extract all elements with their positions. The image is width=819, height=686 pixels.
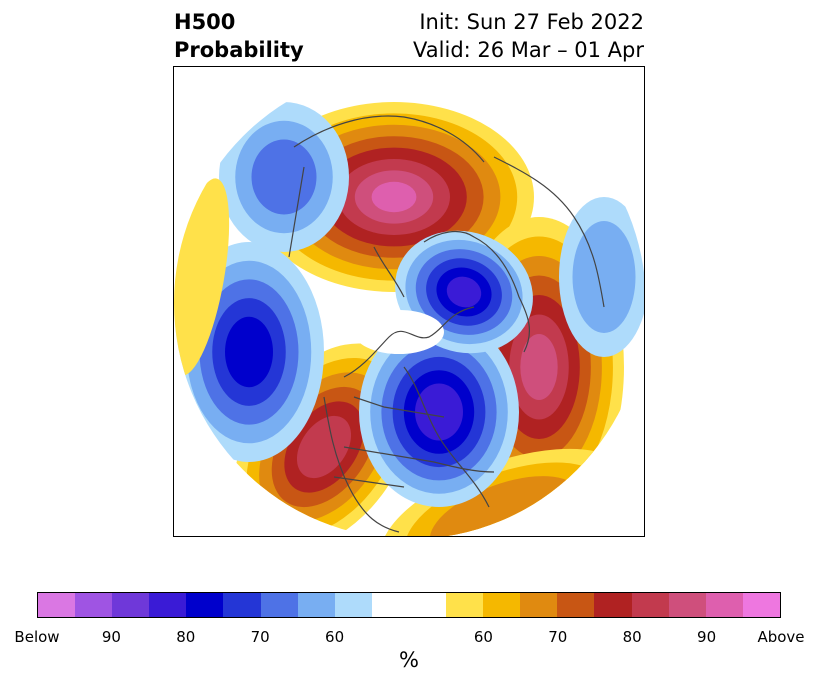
colorbar-segment [631,593,669,617]
warm-atlantic [520,334,558,400]
probability-fields [174,102,644,536]
colorbar-segment [371,593,409,617]
colorbar-segment [705,593,743,617]
map-title: H500 Probability [174,8,304,64]
probability-map [173,66,645,537]
colorbar-segment [668,593,706,617]
coastline [373,246,405,298]
colorbar-tick-label: Below [14,628,60,646]
colorbar-segment [446,593,484,617]
title-product: Probability [174,38,304,62]
colorbar-segment [112,593,150,617]
cold-greenland [446,276,482,308]
colorbar-tick-label: 60 [473,628,493,646]
colorbar-tick-label: 70 [250,628,270,646]
colorbar-segment [408,593,447,617]
coastline [343,306,475,378]
colorbar-tick-label: 80 [176,628,196,646]
cold-europe [572,221,636,333]
colorbar-segment [260,593,298,617]
colorbar-segment [149,593,187,617]
title-variable: H500 [174,10,236,34]
coastline [333,476,405,488]
warm-arctic [371,181,417,213]
country-borders [288,115,605,533]
cold-pacific [225,316,273,388]
colorbar-segment [594,593,632,617]
colorbar [37,592,781,618]
colorbar-tick-label: 60 [325,628,345,646]
colorbar-segment [520,593,558,617]
colorbar-segment [557,593,595,617]
colorbar-tick-label: 90 [697,628,717,646]
colorbar-unit: % [399,648,419,672]
coastline [423,230,531,353]
coastline [493,156,605,308]
coastline [353,396,445,418]
polar-map-svg [174,102,644,536]
colorbar-segment [186,593,224,617]
coastline [288,166,305,258]
colorbar-segment [742,593,780,617]
colorbar-tick-label: 70 [548,628,568,646]
colorbar-tick-label: 90 [101,628,121,646]
warm-west-na [296,415,352,479]
valid-range: Valid: 26 Mar – 01 Apr [413,38,644,62]
coastline [323,396,400,533]
warm-south-band [429,476,579,536]
cold-siberia [251,139,317,215]
coastline [403,366,490,508]
coastline [343,446,495,473]
colorbar-segment [334,593,372,617]
colorbar-tick-label: 80 [622,628,642,646]
colorbar-tick-label: Above [757,628,805,646]
map-dates: Init: Sun 27 Feb 2022 Valid: 26 Mar – 01… [413,8,644,64]
colorbar-segment [483,593,521,617]
coastline [293,115,485,163]
cold-east-na [415,383,463,441]
colorbar-segment [223,593,261,617]
init-date: Init: Sun 27 Feb 2022 [419,10,644,34]
warm-west-edge [174,178,230,376]
colorbar-segment [38,593,76,617]
colorbar-segment [297,593,335,617]
colorbar-segment [75,593,113,617]
